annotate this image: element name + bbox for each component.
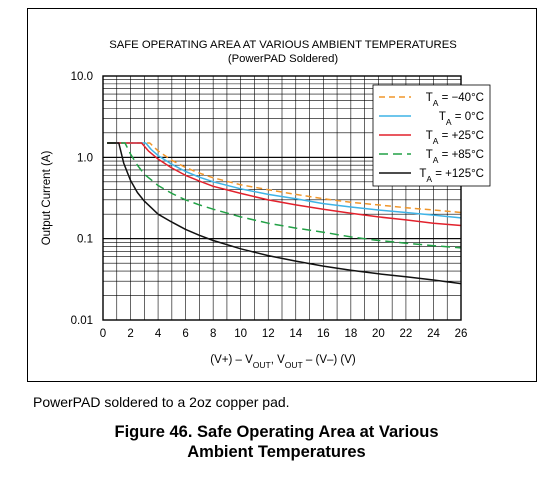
- series-line-0: [107, 142, 462, 214]
- x-tick-label: 14: [289, 328, 302, 340]
- x-tick-labels: 0 2 4 6 8 10 12 14 16 18 20 22 24 26: [100, 328, 468, 340]
- y-tick-labels: 10.0 1.0 0.1 0.01: [71, 71, 93, 327]
- plot-border: [102, 75, 462, 321]
- x-tick-label: 20: [372, 328, 385, 340]
- series-lines: [107, 142, 462, 285]
- legend-label-4: TA = +125°C: [419, 168, 484, 184]
- legend-label-0: TA = −40°C: [426, 92, 484, 108]
- y-axis-label: Output Current (A): [41, 151, 53, 246]
- x-tick-label: 2: [127, 328, 133, 340]
- x-tick-label: 26: [455, 328, 468, 340]
- y-tick-label: 0.01: [71, 315, 93, 327]
- x-axis-label: (V+) – VOUT, VOUT – (V–) (V): [210, 354, 356, 370]
- chart-subtitle: (PowerPAD Soldered): [228, 53, 339, 65]
- x-tick-label: 6: [182, 328, 188, 340]
- figure-title-line-1: Figure 46. Safe Operating Area at Variou…: [114, 423, 439, 441]
- chart-frame: SAFE OPERATING AREA AT VARIOUS AMBIENT T…: [27, 8, 537, 382]
- legend-label-1: TA = 0°C: [439, 111, 484, 127]
- y-tick-label: 1.0: [77, 152, 93, 164]
- x-tick-label: 0: [100, 328, 106, 340]
- x-tick-label: 12: [262, 328, 275, 340]
- y-tick-label: 10.0: [71, 71, 93, 83]
- chart-title: SAFE OPERATING AREA AT VARIOUS AMBIENT T…: [109, 39, 457, 51]
- series-line-3: [107, 142, 462, 249]
- figure-title: Figure 46. Safe Operating Area at Variou…: [0, 422, 553, 462]
- series-line-1: [107, 142, 462, 219]
- series-line-2: [107, 142, 462, 227]
- series-line-4: [107, 142, 462, 285]
- legend: TA = −40°C TA = 0°C TA = +25°C TA = +85°C TA…: [372, 84, 491, 187]
- figure-title-line-2: Ambient Temperatures: [187, 443, 366, 461]
- soa-chart: SAFE OPERATING AREA AT VARIOUS AMBIENT T…: [41, 39, 491, 370]
- legend-label-3: TA = +85°C: [426, 149, 484, 165]
- y-tick-label: 0.1: [77, 234, 93, 246]
- x-tick-label: 8: [210, 328, 216, 340]
- x-tick-label: 16: [317, 328, 330, 340]
- x-tick-label: 10: [234, 328, 247, 340]
- x-tick-label: 4: [155, 328, 162, 340]
- x-tick-label: 22: [400, 328, 413, 340]
- legend-label-2: TA = +25°C: [426, 130, 484, 146]
- x-tick-label: 18: [344, 328, 357, 340]
- figure-caption: PowerPAD soldered to a 2oz copper pad.: [33, 394, 290, 410]
- x-tick-label: 24: [427, 328, 440, 340]
